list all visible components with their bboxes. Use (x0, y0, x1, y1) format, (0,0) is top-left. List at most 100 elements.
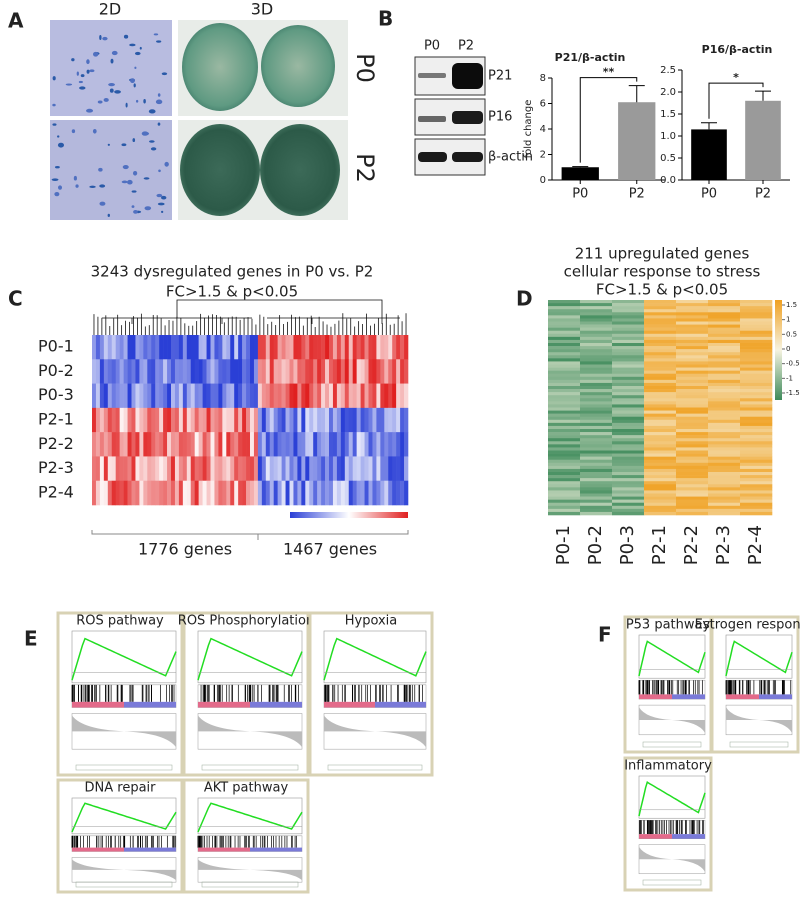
cell (52, 103, 56, 107)
heatmap-cell (644, 484, 677, 488)
heatmap-cell (644, 438, 677, 442)
plot-title: Hypoxia (345, 614, 398, 629)
heatmap-cell (676, 413, 709, 418)
heatmap-cell (740, 502, 773, 507)
cell (109, 88, 114, 93)
heatmap-cell (285, 407, 290, 433)
heatmap-cell (92, 335, 97, 360)
panel-label: F (598, 623, 612, 647)
heatmap-cell (740, 435, 773, 439)
heatmap-cell (281, 480, 286, 506)
heatmap-cell (708, 367, 741, 371)
heatmap-cell (612, 478, 645, 482)
heatmap-cell (708, 392, 741, 396)
chart-title: P16/β-actin (702, 43, 773, 56)
panel-label: B (378, 7, 393, 31)
heatmap-cell (356, 432, 361, 457)
heatmap-cell (368, 480, 373, 506)
heatmap-cell (257, 383, 263, 409)
heatmap-cell (92, 383, 97, 409)
heatmap-cell (174, 456, 180, 482)
heatmap-cell (644, 349, 677, 353)
heatmap-cell (202, 407, 207, 433)
heatmap-cell (348, 383, 353, 409)
heatmap-cell (580, 447, 613, 451)
heatmap-cell (708, 456, 741, 461)
heatmap-cell (230, 480, 235, 506)
heatmap-cell (580, 404, 613, 408)
heatmap-cell (548, 336, 581, 341)
heatmap-cell (580, 389, 613, 393)
heatmap-cell (285, 335, 290, 360)
heatmap-cell (644, 432, 677, 436)
heatmap-cell (171, 480, 176, 506)
heatmap-cell (580, 324, 613, 328)
heatmap-cell (548, 370, 581, 375)
legend-box (201, 764, 299, 771)
heatmap-cell (708, 355, 741, 359)
heatmap-cell (159, 432, 164, 457)
heatmap-cell (676, 361, 709, 365)
heatmap-cell (644, 459, 677, 464)
heatmap-cell (580, 370, 613, 375)
enrichment-box (197, 797, 303, 835)
heatmap-cell (644, 499, 677, 504)
rank-bar-blue (250, 847, 302, 852)
heatmap-cell (230, 407, 235, 433)
error-bar (755, 90, 771, 101)
heatmap-cell (265, 359, 271, 384)
x-tick-label: P0 (572, 187, 588, 202)
heatmap-cell (340, 335, 346, 360)
cell (134, 66, 137, 70)
gsea-plot: DNA repair (56, 778, 184, 894)
cell (114, 90, 121, 94)
heatmap-cell (135, 480, 140, 506)
heatmap-cell (111, 335, 116, 360)
heatmap-cell (135, 456, 140, 482)
heatmap-cell (253, 335, 259, 360)
heatmap-cell (644, 481, 677, 485)
heatmap-cell (376, 456, 381, 482)
heatmap-cell (257, 480, 263, 506)
heatmap-cell (740, 496, 773, 500)
row-label: P0-2 (38, 361, 74, 380)
heatmap-cell (548, 432, 581, 436)
heatmap-cell (277, 383, 282, 409)
heatmap-cell (194, 480, 199, 506)
heatmap-cell (612, 361, 645, 365)
heatmap-cell (95, 432, 101, 457)
heatmap-cell (277, 480, 282, 506)
heatmap-cell (230, 359, 235, 384)
heatmap-cell (167, 480, 172, 506)
heatmap-cell (171, 335, 176, 360)
heatmap-cell (103, 480, 109, 506)
heatmap-cell (127, 432, 132, 457)
heatmap-cell (163, 407, 168, 433)
heatmap-cell (612, 432, 645, 436)
heatmap-cell (222, 383, 227, 409)
row-label: P0 (351, 53, 379, 83)
heatmap-cell (644, 429, 677, 433)
heatmap-cell (740, 490, 773, 494)
heatmap-cell (115, 480, 120, 506)
cell (135, 99, 139, 103)
heatmap-cell (548, 468, 581, 473)
heatmap-cell (340, 480, 346, 506)
heatmap-cell (352, 480, 357, 506)
column-label: 2D (99, 0, 122, 19)
cell (89, 185, 96, 188)
heatmap-cell (676, 472, 709, 476)
heatmap-cell (548, 321, 581, 325)
heatmap-cell (548, 508, 581, 513)
heatmap-cell (676, 410, 709, 414)
heatmap-cell (404, 480, 409, 506)
heatmap-cell (548, 472, 581, 476)
heatmap-cell (182, 480, 188, 506)
heatmap-cell (190, 456, 195, 482)
heatmap-cell (103, 432, 109, 457)
heatmap-cell (380, 456, 385, 482)
heatmap-cell (340, 456, 346, 482)
heatmap-cell (332, 407, 338, 433)
heatmap-cell (644, 303, 677, 307)
heatmap-cell (147, 383, 152, 409)
